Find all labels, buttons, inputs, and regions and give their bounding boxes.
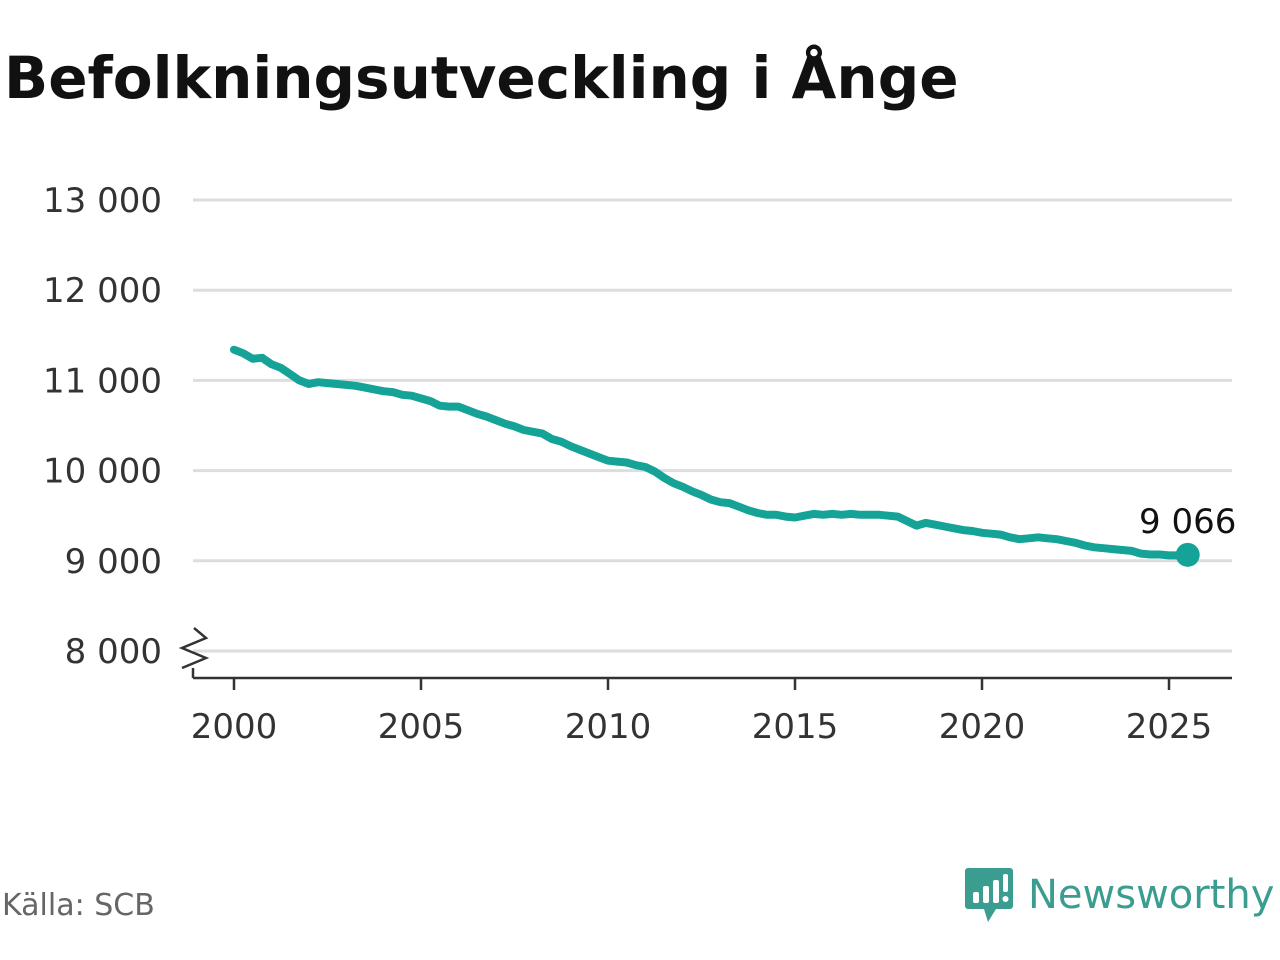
newsworthy-logo-icon: [965, 868, 1013, 922]
brand-logo: Newsworthy: [964, 866, 1274, 924]
y-tick-label: 10 000: [43, 452, 162, 492]
end-value-label: 9 066: [1139, 502, 1236, 542]
series-line: [230, 345, 1192, 560]
x-tick-label: 2015: [752, 707, 839, 747]
x-tick-labels: 2000 2005 2010 2015 2020 2025: [191, 707, 1213, 747]
y-tick-label: 13 000: [43, 181, 162, 221]
y-tick-label: 9 000: [65, 542, 162, 582]
x-tick-label: 2005: [378, 707, 465, 747]
y-tick-labels: 8 000 9 000 10 000 11 000 12 000 13 000: [43, 181, 162, 672]
x-tick-label: 2020: [939, 707, 1026, 747]
axis-break-icon: [178, 627, 210, 670]
brand-name: Newsworthy: [1028, 872, 1275, 918]
x-tick-label: 2010: [565, 707, 652, 747]
y-tick-label: 12 000: [43, 271, 162, 311]
y-tick-label: 8 000: [65, 632, 162, 672]
gridlines: [193, 198, 1232, 653]
x-tick-label: 2000: [191, 707, 278, 747]
y-tick-label: 11 000: [43, 361, 162, 401]
end-point-marker: [1175, 542, 1200, 567]
source-note: Källa: SCB: [2, 888, 155, 923]
chart-title: Befolkningsutveckling i Ånge: [4, 44, 959, 112]
x-axis: [191, 668, 1232, 690]
x-tick-label: 2025: [1126, 707, 1213, 747]
